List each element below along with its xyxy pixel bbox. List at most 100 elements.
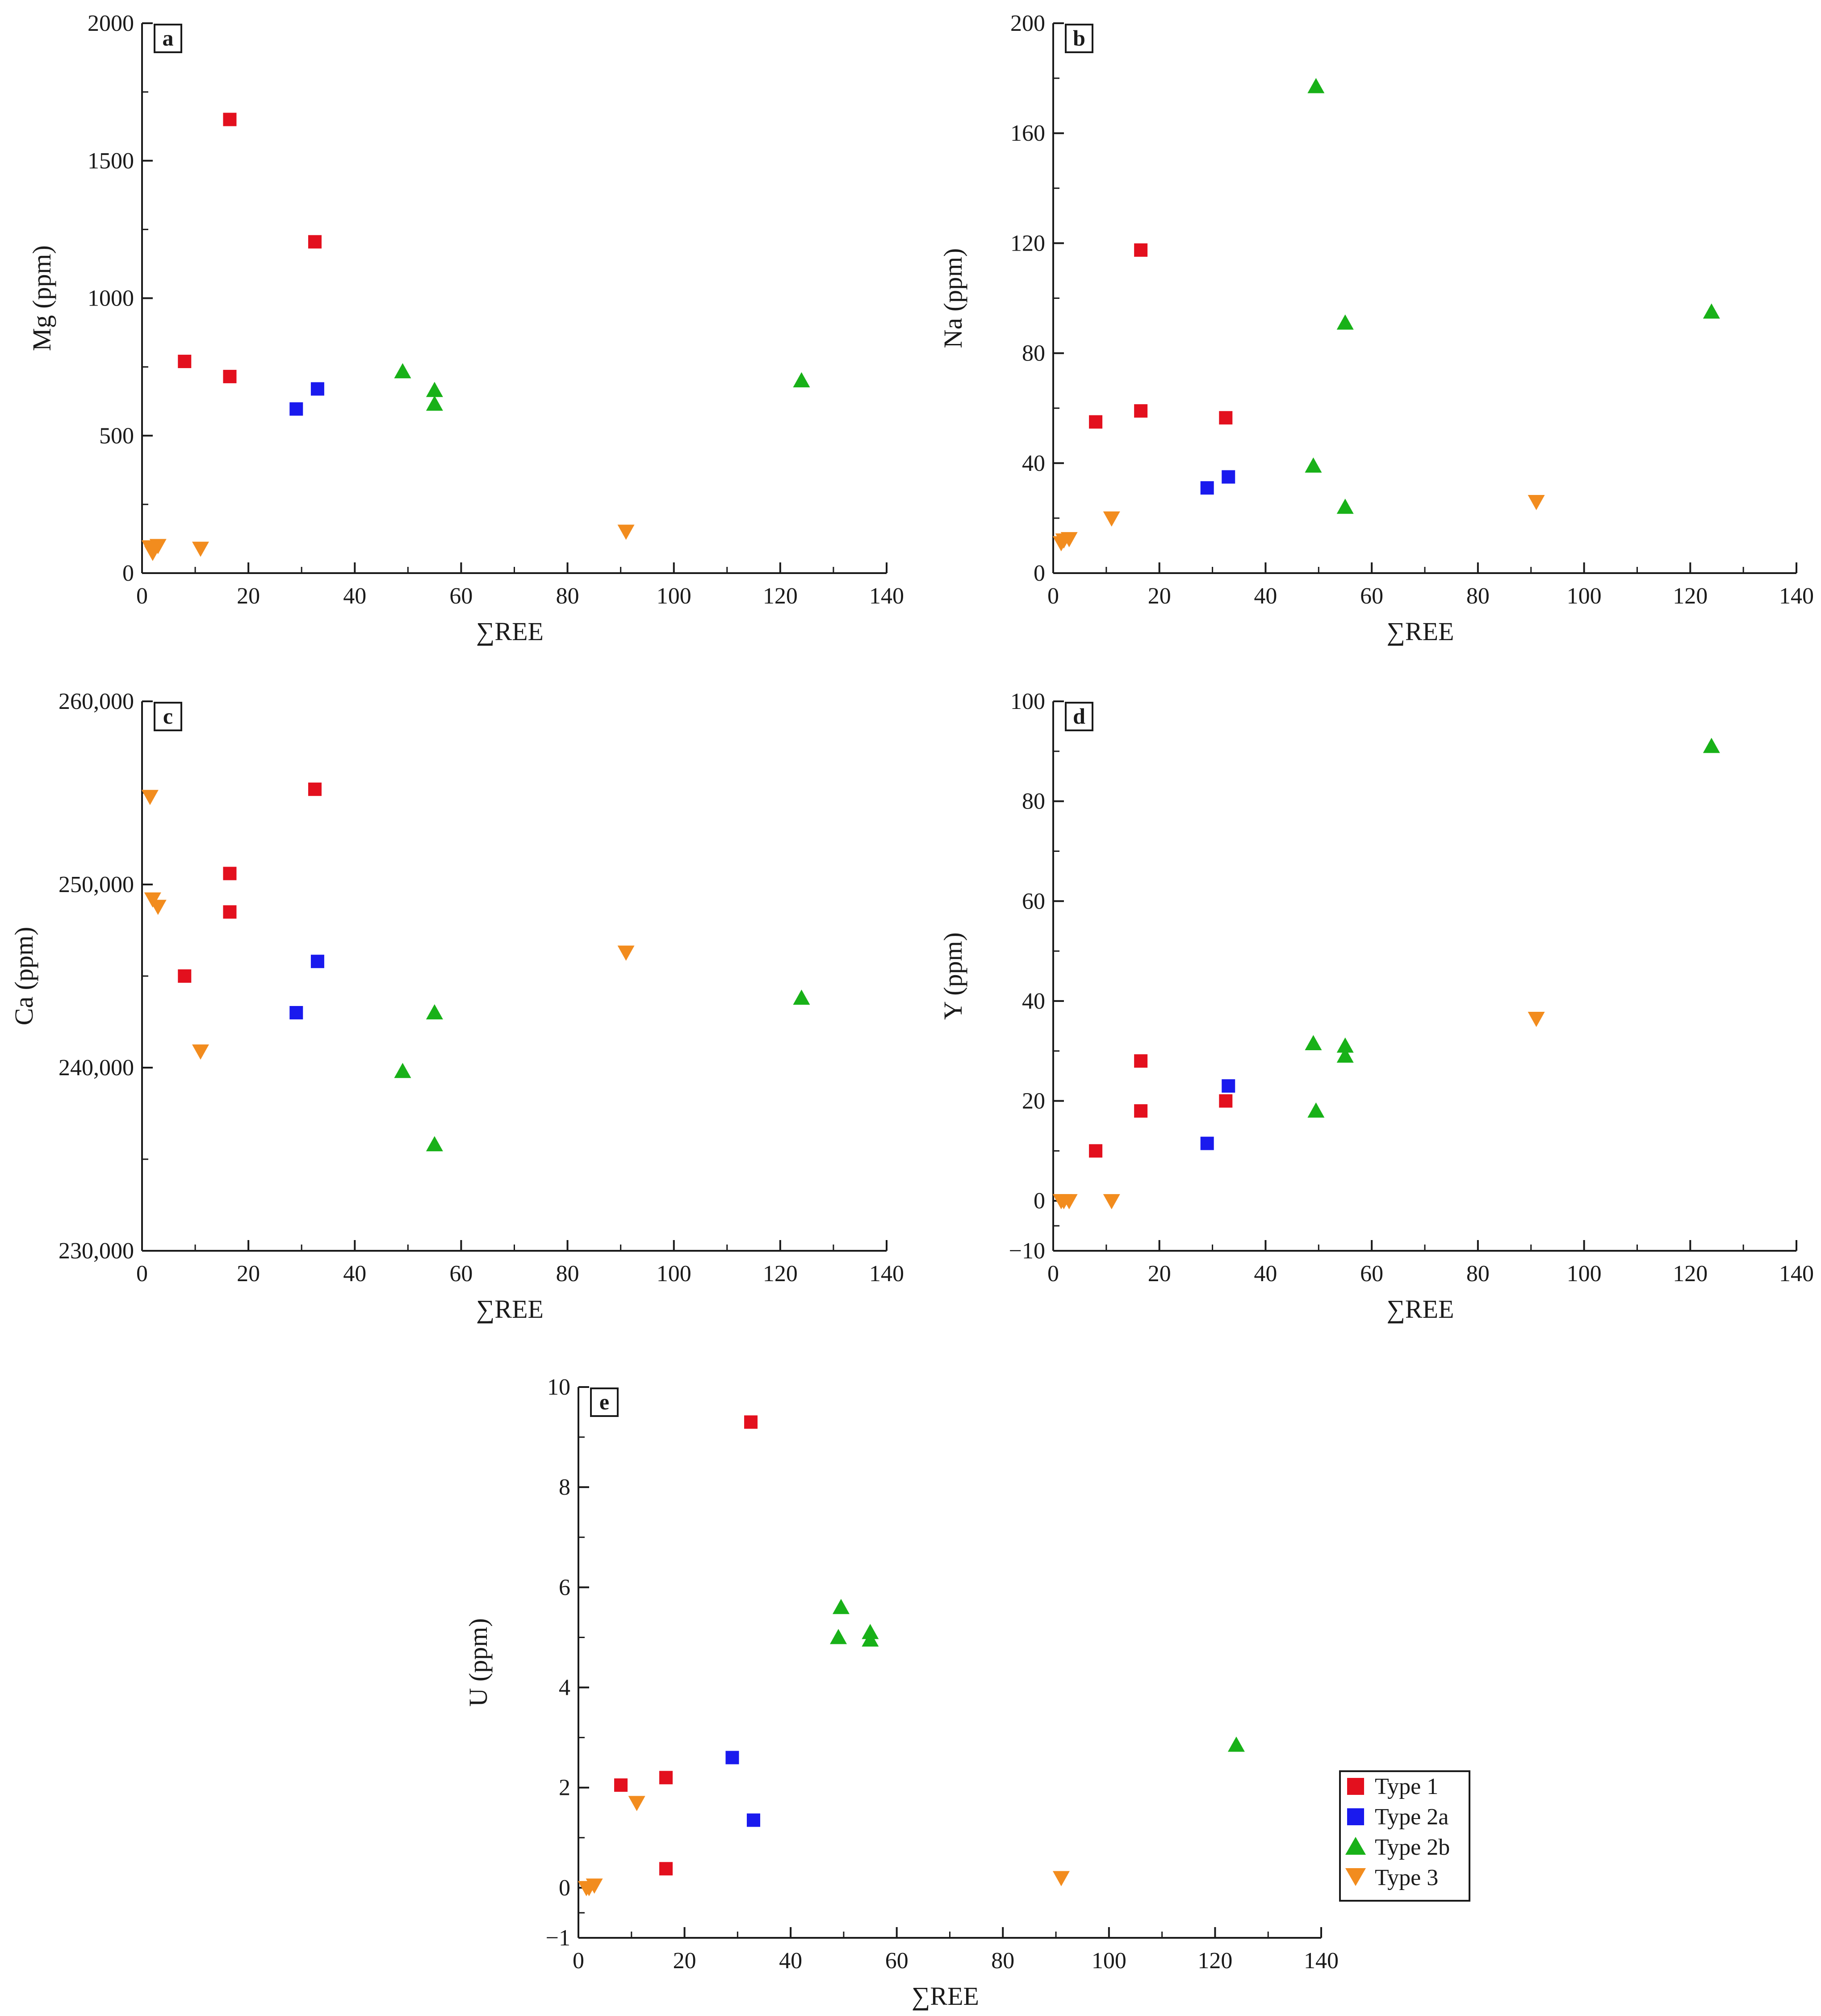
data-point (830, 1629, 847, 1644)
data-point (746, 1813, 760, 1827)
data-point (1089, 1144, 1103, 1158)
panel-label-box (1065, 702, 1093, 731)
x-tick-label: 0 (136, 1261, 148, 1287)
data-point (1222, 470, 1235, 484)
data-point (659, 1862, 673, 1876)
panel-label-box (1065, 24, 1093, 53)
data-point (223, 905, 237, 919)
data-point (725, 1751, 739, 1765)
data-point (223, 113, 237, 126)
panel-label-box (590, 1387, 619, 1417)
x-tick-label: 40 (343, 583, 366, 609)
panel-label: b (1073, 25, 1085, 50)
y-axis-title: U (ppm) (464, 1618, 493, 1706)
y-tick-label: 100 (1010, 689, 1045, 714)
y-tick-label: 1500 (88, 148, 134, 174)
data-point (1134, 243, 1148, 257)
x-tick-label: 140 (1779, 1261, 1814, 1287)
x-tick-label: 100 (1092, 1948, 1126, 1974)
data-point (628, 1796, 645, 1811)
data-point (1060, 1194, 1078, 1210)
panel-label: c (163, 704, 173, 729)
y-tick-label: 200 (1010, 11, 1045, 36)
x-tick-label: 140 (869, 1261, 904, 1287)
y-tick-label: 40 (1022, 451, 1045, 476)
data-point (310, 955, 324, 968)
y-tick-label: 0 (559, 1875, 570, 1901)
data-point (614, 1778, 628, 1792)
data-point (426, 1136, 443, 1152)
x-tick-label: 40 (343, 1261, 366, 1287)
data-point (1305, 1035, 1322, 1050)
data-point (289, 402, 303, 416)
y-tick-label: 250,000 (59, 872, 134, 897)
data-point (1089, 415, 1103, 429)
x-tick-label: 120 (1673, 583, 1708, 609)
data-point (617, 945, 635, 961)
data-point (1305, 457, 1322, 473)
x-tick-label: 40 (1254, 583, 1277, 609)
data-point (178, 969, 192, 983)
data-point (793, 372, 810, 388)
panel-label-box (154, 702, 182, 731)
data-point (141, 790, 159, 805)
x-tick-label: 20 (673, 1948, 696, 1974)
data-point (308, 235, 322, 249)
x-tick-label: 0 (1047, 583, 1059, 609)
legend-entry-type2b: Type 2b (1345, 1835, 1450, 1860)
x-tick-label: 60 (1360, 583, 1383, 609)
data-point (426, 381, 443, 397)
x-tick-label: 0 (136, 583, 148, 609)
y-tick-label: 10 (547, 1375, 570, 1400)
x-axis-title: ∑REE (1387, 617, 1454, 646)
data-point (1200, 1136, 1214, 1150)
data-point (192, 1044, 209, 1060)
data-point (1103, 1194, 1120, 1210)
y-tick-label: 0 (1034, 1188, 1045, 1214)
x-tick-label: 60 (449, 1261, 473, 1287)
y-axis-title: Mg (ppm) (27, 245, 56, 351)
x-axis-title: ∑REE (476, 617, 544, 646)
data-point (192, 541, 209, 557)
data-point (744, 1415, 758, 1429)
data-point (1528, 495, 1545, 510)
y-tick-label: 160 (1010, 121, 1045, 146)
legend-entry-type3: Type 3 (1345, 1865, 1438, 1890)
y-tick-label: −10 (1009, 1238, 1045, 1264)
x-tick-label: 20 (1148, 1261, 1171, 1287)
data-point (1200, 481, 1214, 495)
data-point (394, 363, 411, 378)
y-tick-label: 60 (1022, 889, 1045, 914)
x-tick-label: 0 (1047, 1261, 1059, 1287)
x-tick-label: 80 (556, 583, 579, 609)
legend-label: Type 3 (1375, 1865, 1438, 1890)
data-point (1134, 1054, 1148, 1068)
x-tick-label: 80 (1466, 1261, 1490, 1287)
x-tick-label: 20 (237, 1261, 260, 1287)
y-axis-title: Y (ppm) (938, 932, 967, 1020)
data-point (426, 1004, 443, 1019)
x-tick-label: 120 (1673, 1261, 1708, 1287)
data-point (149, 900, 167, 915)
x-tick-label: 40 (1254, 1261, 1277, 1287)
y-tick-label: 0 (122, 561, 134, 586)
y-tick-label: 500 (99, 423, 134, 448)
data-point (793, 989, 810, 1005)
x-tick-label: 120 (763, 1261, 798, 1287)
data-point (149, 539, 167, 554)
x-tick-label: 100 (657, 583, 691, 609)
x-tick-label: 20 (1148, 583, 1171, 609)
data-point (1060, 532, 1078, 548)
panel-label: e (599, 1389, 609, 1414)
y-tick-label: 40 (1022, 989, 1045, 1014)
x-tick-label: 120 (1197, 1948, 1232, 1974)
data-point (1103, 511, 1120, 527)
legend-marker-triangle-down-icon (1345, 1868, 1366, 1886)
panel-label-box (154, 24, 182, 53)
x-tick-label: 60 (1360, 1261, 1383, 1287)
data-point (1336, 1037, 1354, 1053)
data-point (1703, 738, 1720, 753)
